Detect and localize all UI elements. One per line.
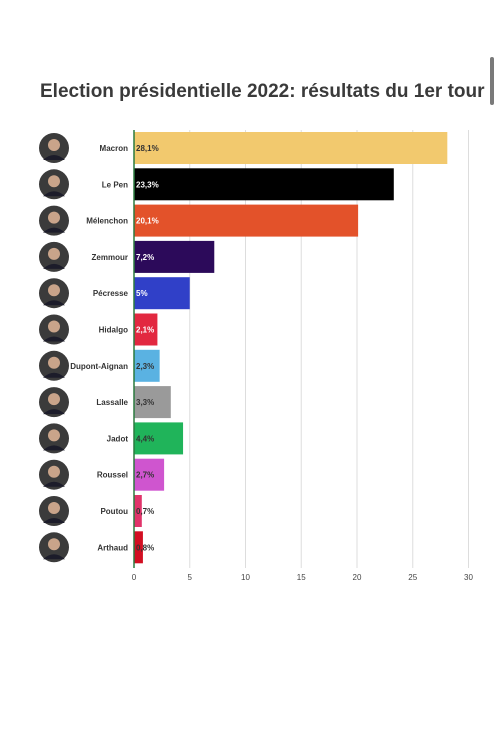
bar: [134, 132, 448, 164]
candidate-labels: 28,1% Macron 23,3% Le Pen 20,1% Mélenchon 7,2%…: [70, 144, 158, 552]
bar: [134, 168, 394, 201]
category-label: Jadot: [107, 434, 129, 443]
x-tick-label: 25: [408, 573, 417, 582]
data-label: 3,3%: [136, 398, 154, 407]
candidate-photo: [39, 133, 69, 163]
candidate-photo: [39, 241, 69, 272]
data-label: 2,3%: [136, 362, 154, 371]
data-label: 2,7%: [136, 471, 154, 480]
bar: [134, 422, 184, 455]
bars: [134, 132, 448, 564]
x-tick-label: 10: [241, 573, 250, 582]
category-label: Mélenchon: [86, 217, 128, 226]
data-label: 23,3%: [136, 180, 159, 189]
category-label: Zemmour: [92, 253, 128, 262]
candidate-photo: [39, 459, 69, 490]
candidate-photo: [39, 532, 69, 563]
data-label: 5%: [136, 289, 148, 298]
candidate-photo: [39, 278, 69, 309]
bar: [134, 240, 215, 273]
category-label: Arthaud: [97, 543, 128, 552]
candidate-avatars: [39, 133, 69, 563]
data-label: 20,1%: [136, 217, 159, 226]
category-label: Roussel: [97, 471, 128, 480]
category-label: Dupont-Aignan: [70, 362, 128, 371]
chart-title: Election présidentielle 2022: résultats …: [40, 81, 485, 102]
bar: [134, 277, 190, 310]
candidate-photo: [39, 387, 69, 418]
candidate-photo: [39, 205, 69, 236]
bar: [134, 349, 160, 382]
data-label: 28,1%: [136, 144, 159, 153]
category-label: Pécresse: [93, 289, 129, 298]
x-tick-label: 0: [132, 573, 137, 582]
data-label: 2,1%: [136, 326, 154, 335]
category-label: Hidalgo: [99, 326, 128, 335]
category-label: Le Pen: [102, 180, 128, 189]
x-tick-label: 15: [297, 573, 306, 582]
category-label: Poutou: [100, 507, 128, 516]
x-tick-label: 20: [353, 573, 362, 582]
data-label: 0,8%: [136, 543, 154, 552]
candidate-photo: [39, 496, 69, 526]
category-label: Lassalle: [96, 398, 128, 407]
x-tick-label: 30: [464, 573, 473, 582]
gridlines: [189, 130, 469, 568]
data-label: 4,4%: [136, 434, 154, 443]
bar: [134, 495, 142, 527]
bar: [134, 531, 143, 564]
bar: [134, 458, 165, 491]
bar: [134, 386, 171, 419]
category-label: Macron: [100, 144, 129, 153]
candidate-photo: [39, 169, 69, 200]
x-tick-label: 5: [188, 573, 193, 582]
data-label: 7,2%: [136, 253, 154, 262]
bar: [134, 313, 158, 346]
scrollbar[interactable]: [490, 57, 494, 105]
bar: [134, 204, 359, 237]
data-label: 0,7%: [136, 507, 154, 516]
x-axis-ticks: 0 5 10 15 20 25 30: [132, 573, 474, 582]
candidate-photo: [39, 314, 69, 345]
candidate-photo: [39, 350, 69, 381]
candidate-photo: [39, 423, 69, 454]
